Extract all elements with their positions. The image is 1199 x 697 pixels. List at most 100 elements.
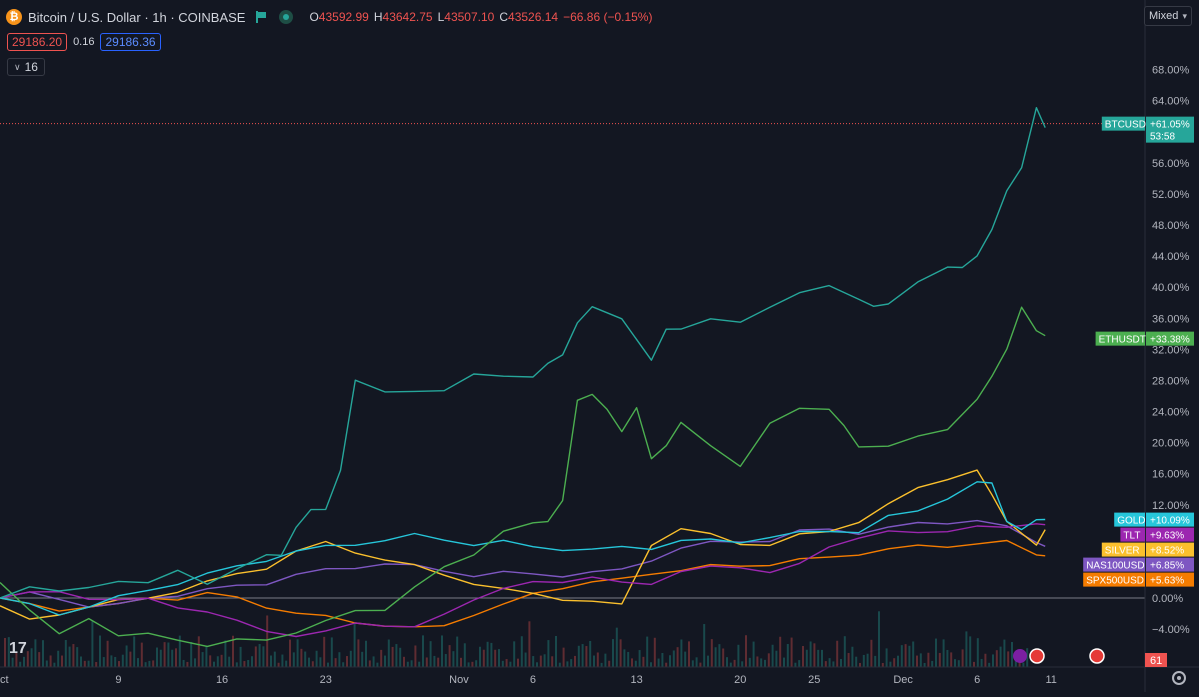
- volume-bar: [152, 660, 155, 667]
- volume-bar: [289, 639, 291, 667]
- volume-bar: [919, 653, 922, 667]
- volume-bar: [596, 652, 599, 667]
- y-tick-label: 36.00%: [1152, 313, 1190, 325]
- volume-bar: [444, 654, 447, 667]
- volume-bar: [376, 662, 379, 667]
- settings-gear-icon[interactable]: [1172, 671, 1186, 685]
- volume-bar: [593, 655, 595, 667]
- series-label-nas100usd: NAS100USD +6.85%: [1083, 557, 1194, 572]
- volume-bar: [585, 646, 588, 667]
- y-tick-label: 24.00%: [1152, 407, 1190, 419]
- volume-bar: [441, 635, 443, 667]
- volume-bar: [467, 662, 470, 667]
- volume-bar: [30, 648, 33, 667]
- volume-bar: [171, 649, 174, 667]
- series-layer: [0, 106, 1046, 648]
- series-name: SPX500USD: [1086, 576, 1144, 587]
- x-axis[interactable]: Oct 9 16 23 Nov 6 13 20 25 Dec 6 11: [0, 674, 1057, 686]
- x-tick-label: 20: [734, 674, 746, 686]
- y-tick-label: 12.00%: [1152, 500, 1190, 512]
- volume-bar: [718, 644, 721, 667]
- y-tick-label: 32.00%: [1152, 344, 1190, 356]
- volume-bar: [387, 639, 390, 667]
- x-tick-label: Dec: [893, 674, 913, 686]
- series-value: +9.63%: [1150, 531, 1184, 542]
- volume-bar: [741, 661, 744, 667]
- volume-bar: [285, 660, 288, 667]
- series-line-tlt: [0, 523, 1046, 638]
- y-tick-label: 44.00%: [1152, 251, 1190, 263]
- volume-bar: [574, 655, 576, 667]
- volume-bar: [695, 657, 698, 667]
- volume-bar: [509, 661, 512, 667]
- volume-bar: [163, 642, 166, 667]
- volume-bar: [615, 627, 618, 667]
- volume-bar: [691, 660, 694, 667]
- x-tick-label: 23: [320, 674, 332, 686]
- volume-bar: [862, 654, 865, 667]
- y-tick-label: 0.00%: [1152, 593, 1183, 605]
- volume-bar: [870, 639, 873, 667]
- volume-bar: [604, 653, 607, 667]
- volume-bar: [900, 645, 903, 667]
- volume-bar: [391, 646, 394, 667]
- volume-bar: [1011, 642, 1013, 667]
- series-line-silver: [0, 469, 1046, 620]
- volume-bar: [235, 662, 238, 667]
- volume-bar: [737, 644, 740, 667]
- chart-header: ₿ Bitcoin / U.S. Dollar · 1h · COINBASE …: [6, 7, 652, 27]
- volume-bar: [912, 641, 915, 667]
- chevron-down-icon: ∨: [14, 61, 21, 72]
- event-icons[interactable]: [1013, 648, 1105, 664]
- volume-bar: [623, 649, 626, 667]
- volume-bar: [213, 661, 215, 667]
- volume-bar: [976, 638, 979, 667]
- volume-bar: [197, 636, 200, 667]
- volume-bar: [118, 661, 120, 667]
- volume-bar: [357, 639, 360, 667]
- sell-price-button[interactable]: 29186.20: [7, 33, 68, 51]
- series-value-tag: [1146, 512, 1194, 527]
- volume-bar: [551, 656, 554, 667]
- volume-bar: [866, 653, 869, 667]
- x-tick-label: 16: [216, 674, 228, 686]
- volume-bar: [973, 661, 975, 667]
- volume-bar: [156, 647, 158, 667]
- volume-bar: [19, 661, 22, 667]
- volume-bar: [38, 652, 41, 667]
- volume-bar: [201, 652, 204, 667]
- volume-bar: [581, 644, 584, 667]
- symbol-title[interactable]: Bitcoin / U.S. Dollar · 1h · COINBASE: [28, 9, 246, 25]
- x-tick-label: 6: [530, 674, 536, 686]
- volume-bar: [205, 645, 208, 667]
- volume-bar: [965, 631, 968, 667]
- ohlc-key: C: [499, 10, 509, 24]
- volume-bar: [338, 652, 341, 667]
- indicators-toggle-button[interactable]: ∨ 16: [7, 58, 45, 76]
- us-flag-event-icon[interactable]: [1029, 648, 1045, 664]
- volume-bar: [536, 662, 538, 667]
- series-name-tag: [1095, 331, 1145, 346]
- volume-bar: [927, 652, 930, 667]
- volume-bar: [935, 638, 937, 667]
- lightning-event-icon[interactable]: [1013, 649, 1027, 663]
- volume-bar: [771, 644, 774, 667]
- volume-bar: [748, 657, 751, 667]
- series-name: ETHUSDT: [1099, 335, 1146, 346]
- change-value: −66.86 (−0.15%): [563, 10, 653, 24]
- market-flag-icon[interactable]: [255, 11, 267, 23]
- series-value-tag: [1146, 116, 1194, 143]
- volume-bar: [661, 652, 664, 667]
- scale-mode-button[interactable]: Mixed ▾: [1144, 6, 1192, 26]
- volume-layer: [4, 611, 1029, 667]
- volume-bar: [779, 636, 782, 667]
- volume-bar: [61, 655, 63, 667]
- tradingview-logo[interactable]: 17: [9, 640, 27, 657]
- volume-bar: [167, 642, 170, 667]
- market-status-icon[interactable]: [279, 10, 294, 24]
- us-flag-event-icon[interactable]: [1089, 648, 1105, 664]
- volume-bar: [539, 655, 542, 667]
- buy-price-button[interactable]: 29186.36: [100, 33, 161, 51]
